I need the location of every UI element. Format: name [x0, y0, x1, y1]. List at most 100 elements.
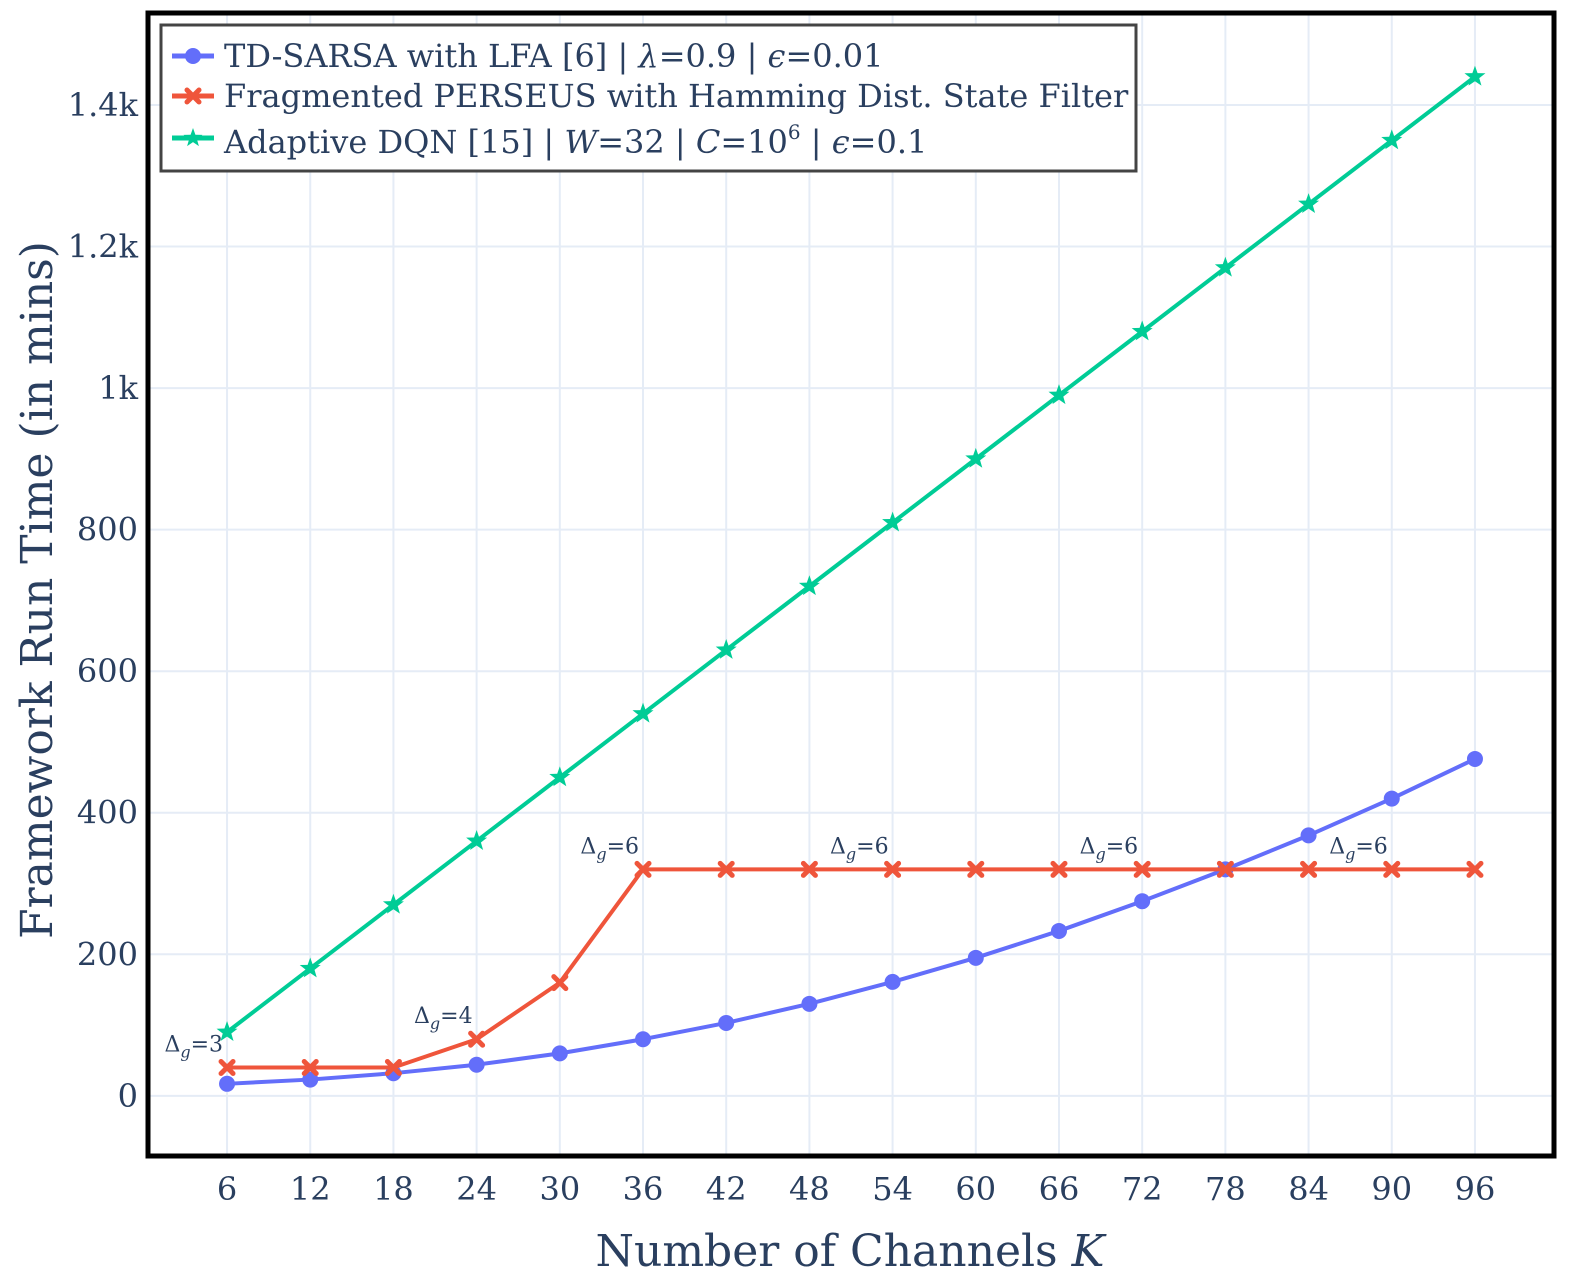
data-point — [717, 860, 735, 878]
plot-background — [148, 13, 1554, 1156]
x-tick-label: 18 — [373, 1170, 414, 1208]
y-ticks: 0 200 400 600 800 1k 1.2k 1.4k — [68, 86, 139, 1115]
x-tick-label: 72 — [1122, 1170, 1163, 1208]
data-point — [551, 1045, 568, 1062]
annotation-label: Δg=4 — [414, 1004, 473, 1033]
y-tick-label: 1.2k — [68, 228, 139, 266]
series-line — [225, 75, 1477, 1034]
data-point — [1466, 750, 1483, 767]
data-point — [1048, 384, 1070, 405]
x-tick-label: 84 — [1288, 1170, 1329, 1208]
series-layer — [216, 65, 1486, 1092]
data-point — [551, 974, 569, 992]
legend-label-dqn: Adaptive DQN [15] | W=32 | C=106 | ϵ=0.1 — [223, 120, 927, 161]
annotation-label: Δg=6 — [1080, 834, 1139, 863]
data-point — [1383, 860, 1401, 878]
data-point — [384, 1059, 402, 1077]
y-tick-label: 600 — [77, 652, 138, 690]
legend-label-tdsarsa: TD-SARSA with LFA [6] | λ=0.9 | ϵ=0.01 — [224, 37, 884, 75]
x-tick-label: 60 — [955, 1170, 996, 1208]
data-point — [715, 638, 737, 659]
series-2 — [216, 65, 1486, 1042]
x-tick-label: 54 — [872, 1170, 913, 1208]
data-point — [798, 575, 820, 596]
data-point — [1298, 193, 1320, 213]
data-point — [1466, 860, 1484, 878]
data-point — [634, 860, 652, 878]
x-ticks: 6 12 18 24 30 36 42 48 54 60 66 72 78 84 90 96 — [217, 1170, 1495, 1208]
x-tick-label: 78 — [1205, 1170, 1246, 1208]
x-tick-label: 30 — [539, 1170, 580, 1208]
data-point — [1133, 860, 1151, 878]
data-point — [1383, 790, 1400, 807]
x-tick-label: 6 — [217, 1170, 237, 1208]
data-point — [1300, 827, 1317, 844]
legend-item-dqn: Adaptive DQN [15] | W=32 | C=106 | ϵ=0.1 — [172, 120, 927, 161]
legend-box — [159, 23, 1138, 173]
data-point — [882, 511, 904, 532]
y-tick-label: 1k — [98, 369, 138, 407]
x-tick-label: 96 — [1455, 1170, 1496, 1208]
legend-marker-tdsarsa — [185, 48, 201, 64]
data-point — [967, 949, 984, 966]
x-tick-label: 12 — [290, 1170, 331, 1208]
legend: TD-SARSA with LFA [6] | λ=0.9 | ϵ=0.01 F… — [159, 23, 1138, 173]
x-tick-label: 90 — [1371, 1170, 1412, 1208]
data-point — [382, 893, 404, 914]
data-point — [1216, 860, 1234, 878]
data-point — [965, 447, 987, 468]
data-point — [884, 860, 902, 878]
data-point — [1464, 65, 1486, 86]
data-point — [468, 1030, 486, 1048]
x-tick-label: 24 — [456, 1170, 497, 1208]
y-tick-label: 1.4k — [68, 86, 139, 124]
data-point — [1214, 256, 1236, 277]
annotation-label: Δg=6 — [580, 834, 639, 863]
series-line — [226, 757, 1476, 1086]
series-line — [227, 867, 1475, 1070]
x-tick-label: 48 — [789, 1170, 830, 1208]
data-point — [884, 973, 901, 990]
data-point — [718, 1014, 735, 1031]
x-axis-title: Number of Channels K — [595, 1226, 1106, 1276]
data-point — [466, 830, 488, 850]
data-point — [1050, 860, 1068, 878]
legend-marker-perseus — [184, 87, 202, 105]
data-point — [1300, 860, 1318, 878]
annotation-label: Δg=6 — [1329, 834, 1388, 863]
annotation-label: Δg=3 — [164, 1033, 223, 1062]
data-point — [301, 1059, 319, 1077]
data-point — [1381, 129, 1403, 150]
data-point — [216, 1021, 238, 1042]
series-1 — [218, 860, 1484, 1077]
data-point — [632, 702, 654, 723]
y-tick-label: 0 — [118, 1077, 138, 1115]
legend-item-perseus: Fragmented PERSEUS with Hamming Dist. St… — [172, 77, 1129, 115]
y-tick-label: 800 — [77, 511, 138, 549]
data-point — [800, 860, 818, 878]
data-point — [549, 766, 571, 787]
y-tick-label: 200 — [77, 935, 138, 973]
data-point — [218, 1059, 236, 1077]
data-point — [302, 1071, 319, 1088]
y-axis-title: Framework Run Time (in mins) — [12, 241, 63, 939]
y-tick-label: 400 — [77, 794, 138, 832]
data-point — [1134, 893, 1151, 910]
data-point — [801, 995, 818, 1012]
data-point — [299, 957, 321, 978]
annotations: Δg=3 Δg=4 Δg=6 Δg=6 Δg=6 Δg=6 — [164, 834, 1387, 1061]
x-tick-label: 36 — [623, 1170, 664, 1208]
annotation-label: Δg=6 — [830, 834, 889, 863]
data-point — [635, 1031, 652, 1048]
x-tick-label: 66 — [1039, 1170, 1080, 1208]
data-point — [1050, 922, 1067, 939]
data-point — [468, 1056, 485, 1073]
x-tick-label: 42 — [706, 1170, 747, 1208]
plot-frame — [145, 10, 1557, 1159]
data-point — [1131, 320, 1153, 341]
data-point — [219, 1075, 236, 1092]
data-point — [967, 860, 985, 878]
grid — [148, 13, 1554, 1156]
legend-item-tdsarsa: TD-SARSA with LFA [6] | λ=0.9 | ϵ=0.01 — [172, 37, 884, 75]
